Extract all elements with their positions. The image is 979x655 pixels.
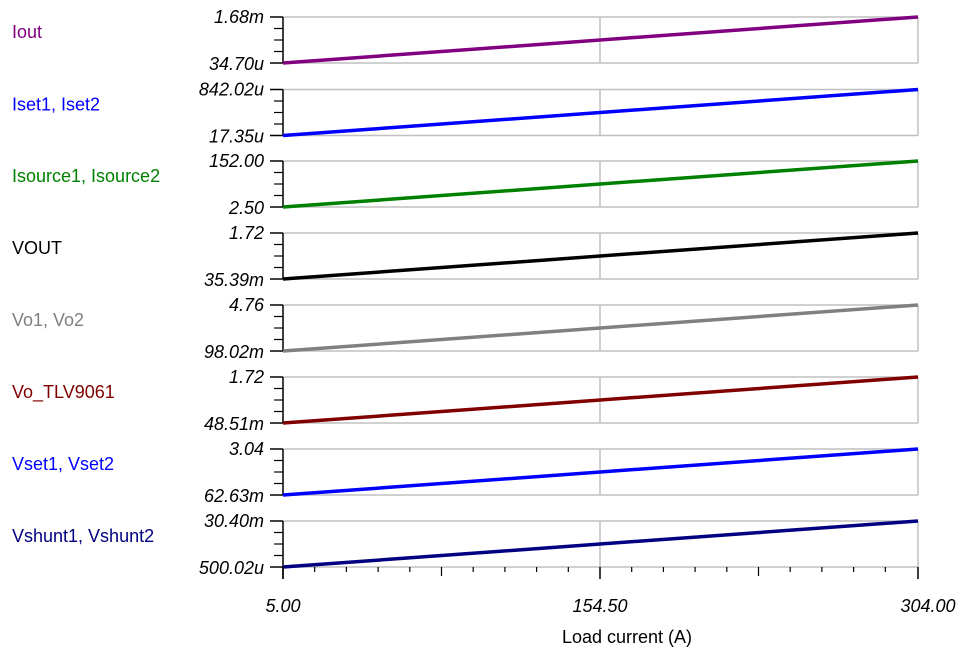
panel-2: 152.00 2.50 Isource1, Isource2 — [12, 151, 919, 218]
trace-label: Iset1, Iset2 — [12, 95, 100, 115]
trace-label: Isource1, Isource2 — [12, 166, 160, 186]
y-min-label: 98.02m — [204, 342, 264, 362]
y-max-label: 3.04 — [229, 439, 264, 459]
y-min-label: 62.63m — [204, 486, 264, 506]
trace-label: Vo1, Vo2 — [12, 310, 84, 330]
y-min-label: 34.70u — [209, 54, 264, 74]
trace-line — [282, 159, 919, 209]
x-tick-label: 5.00 — [265, 596, 300, 616]
trace-label: Vo_TLV9061 — [12, 382, 115, 403]
trace-label: Vset1, Vset2 — [12, 454, 114, 474]
panel-0: 1.68m 34.70u Iout — [12, 7, 919, 74]
x-axis: 5.00 154.50 304.00 Load current (A) — [265, 567, 956, 647]
trace-label: Vshunt1, Vshunt2 — [12, 526, 154, 546]
trace-line — [282, 447, 919, 497]
x-axis-title: Load current (A) — [562, 627, 692, 647]
trace-line — [282, 303, 919, 353]
x-tick-label: 154.50 — [572, 596, 627, 616]
y-max-label: 842.02u — [199, 80, 264, 100]
x-tick-label: 304.00 — [900, 596, 955, 616]
panel-4: 4.76 98.02m Vo1, Vo2 — [12, 295, 919, 362]
y-min-label: 17.35u — [209, 127, 264, 147]
y-max-label: 152.00 — [209, 151, 264, 171]
trace-line — [282, 519, 919, 569]
y-max-label: 1.72 — [229, 223, 264, 243]
panel-3: 1.72 35.39m VOUT — [12, 223, 919, 290]
trace-label: VOUT — [12, 238, 62, 258]
y-max-label: 30.40m — [204, 511, 264, 531]
trace-label: Iout — [12, 22, 42, 42]
y-min-label: 2.50 — [228, 198, 264, 218]
y-max-label: 4.76 — [229, 295, 265, 315]
panel-5: 1.72 48.51m Vo_TLV9061 — [12, 367, 919, 434]
y-min-label: 35.39m — [204, 270, 264, 290]
panel-6: 3.04 62.63m Vset1, Vset2 — [12, 439, 919, 506]
trace-line — [282, 231, 919, 281]
trace-line — [282, 15, 919, 65]
trace-line — [282, 375, 919, 425]
panel-7: 30.40m 500.02u Vshunt1, Vshunt2 — [12, 511, 919, 579]
y-max-label: 1.72 — [229, 367, 264, 387]
trace-line — [282, 87, 919, 138]
y-max-label: 1.68m — [214, 7, 264, 27]
y-min-label: 500.02u — [199, 558, 264, 578]
panel-1: 842.02u 17.35u Iset1, Iset2 — [12, 80, 919, 147]
y-min-label: 48.51m — [204, 414, 264, 434]
